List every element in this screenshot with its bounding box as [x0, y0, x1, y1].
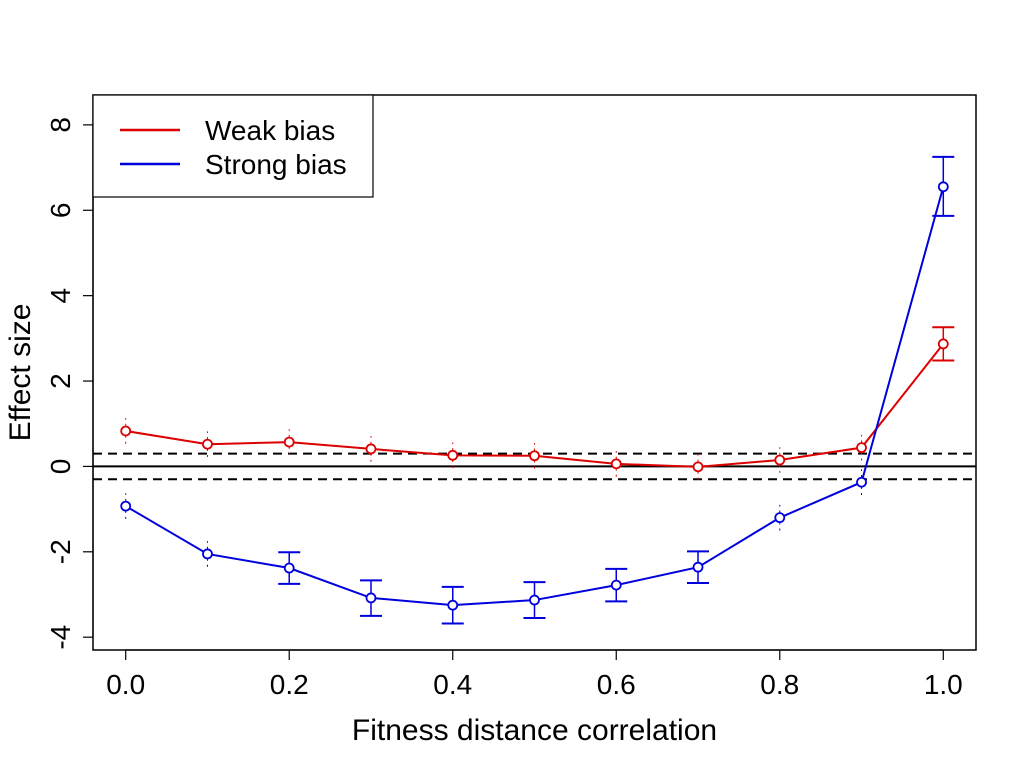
data-point	[610, 579, 622, 591]
y-tick-label: 6	[45, 202, 76, 218]
data-point	[774, 454, 786, 466]
x-tick-label: 0.4	[433, 669, 472, 700]
data-point	[692, 461, 704, 473]
y-tick-label: -2	[45, 539, 76, 564]
series-0	[120, 326, 955, 480]
legend-label: Strong bias	[205, 149, 347, 180]
y-tick-label: 0	[45, 459, 76, 475]
data-point	[283, 562, 295, 574]
x-tick-label: 0.6	[597, 669, 636, 700]
x-tick-label: 1.0	[924, 669, 963, 700]
data-point	[774, 512, 786, 524]
series-line	[125, 186, 945, 607]
series-1	[120, 155, 955, 625]
data-point	[856, 476, 867, 488]
data-point	[610, 458, 622, 470]
x-tick-label: 0.0	[106, 669, 145, 700]
data-point	[529, 450, 540, 462]
data-point	[937, 338, 949, 350]
data-point	[283, 436, 295, 448]
y-tick-label: 2	[45, 373, 76, 389]
y-tick-label: -4	[45, 625, 76, 650]
data-point	[120, 425, 132, 437]
data-point	[365, 443, 377, 455]
x-axis-title: Fitness distance correlation	[352, 714, 717, 747]
data-point	[202, 438, 213, 450]
y-axis-title: Effect size	[4, 304, 37, 442]
data-point	[365, 592, 377, 604]
x-tick-label: 0.2	[270, 669, 309, 700]
data-point	[856, 442, 867, 454]
y-tick-label: 8	[45, 117, 76, 133]
data-point	[692, 561, 704, 573]
data-point	[937, 181, 949, 193]
legend-box	[92, 94, 374, 198]
legend-label: Weak bias	[205, 115, 335, 146]
data-point	[120, 500, 132, 512]
x-axis: 0.0 0.2 0.4 0.6 0.8 1.0	[106, 649, 963, 700]
y-tick-label: 4	[45, 288, 76, 304]
x-tick-label: 0.8	[760, 669, 799, 700]
data-point	[447, 599, 459, 611]
data-point	[447, 449, 459, 461]
y-axis: -4 -2 0 2 4 6 8	[45, 117, 94, 650]
series-line	[125, 343, 945, 468]
data-point	[529, 594, 540, 606]
data-point	[202, 548, 213, 560]
series-layer	[120, 155, 955, 625]
